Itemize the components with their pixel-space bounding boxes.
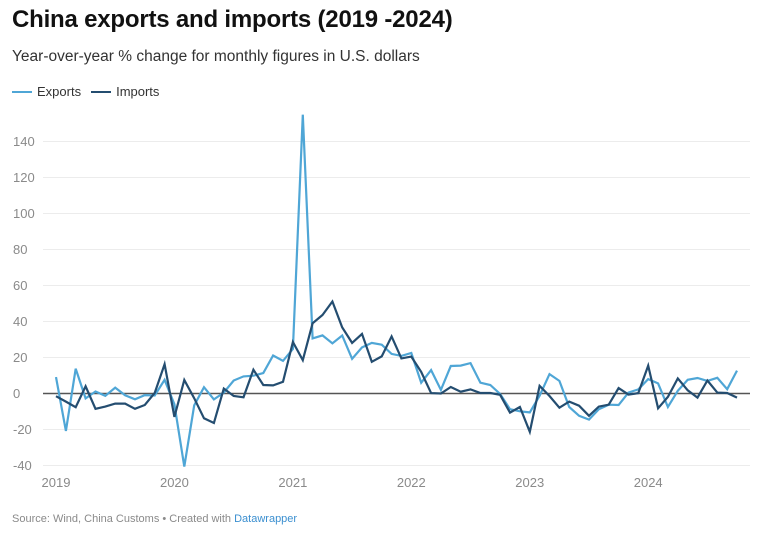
y-axis-ticks: -40 -20 0 20 40 60 80 100 120 140 — [13, 134, 35, 473]
x-tick-label: 2022 — [397, 475, 426, 490]
legend-label-exports: Exports — [37, 84, 82, 99]
chart-subtitle: Year-over-year % change for monthly figu… — [12, 48, 420, 65]
series-line-exports — [54, 114, 738, 467]
y-tick-label: 140 — [13, 134, 35, 149]
source-text: Source: Wind, China Customs • Created wi… — [12, 513, 235, 525]
y-tick-label: 20 — [13, 350, 27, 365]
y-tick-label: 100 — [13, 206, 35, 221]
series-lines — [54, 114, 738, 467]
datawrapper-link[interactable]: Datawrapper — [234, 513, 298, 525]
legend-swatch-imports — [91, 90, 112, 93]
y-tick-label: 0 — [13, 386, 20, 401]
gridlines — [43, 141, 750, 466]
legend: Exports Imports — [12, 84, 169, 99]
chart-title: China exports and imports (2019 -2024) — [12, 6, 453, 33]
x-tick-label: 2023 — [515, 475, 544, 490]
legend-swatch-exports — [12, 90, 32, 93]
legend-label-imports: Imports — [116, 84, 160, 99]
x-tick-label: 2024 — [634, 475, 663, 490]
source-note: Source: Wind, China Customs • Created wi… — [12, 513, 297, 525]
x-tick-label: 2019 — [42, 475, 71, 490]
series-line-imports — [55, 299, 738, 436]
y-tick-label: -40 — [13, 458, 32, 473]
x-tick-label: 2020 — [160, 475, 189, 490]
legend-item-exports: Exports — [12, 84, 81, 99]
y-tick-label: 60 — [13, 278, 27, 293]
legend-item-imports: Imports — [91, 84, 159, 99]
y-tick-label: 120 — [13, 170, 35, 185]
y-tick-label: 40 — [13, 314, 27, 329]
x-tick-label: 2021 — [278, 475, 307, 490]
y-tick-label: -20 — [13, 422, 32, 437]
y-tick-label: 80 — [13, 242, 27, 257]
x-axis-ticks: 2019 2020 2021 2022 2023 2024 — [42, 475, 663, 490]
